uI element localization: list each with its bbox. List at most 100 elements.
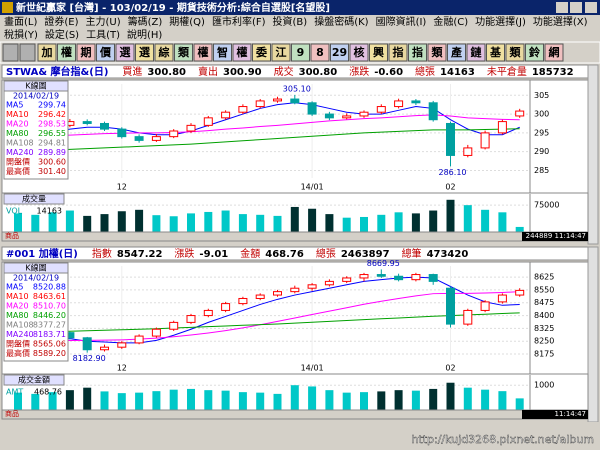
- tool-button[interactable]: [76, 43, 96, 62]
- candle-body: [221, 111, 231, 119]
- menu-item[interactable]: 期權(Q): [169, 15, 205, 28]
- candle-body: [273, 98, 282, 102]
- ma-name: MA5: [6, 101, 23, 110]
- y-tick-label: 300: [534, 110, 549, 119]
- field-label: 未平倉量: [487, 65, 527, 78]
- candle-body: [359, 111, 369, 117]
- tool-button[interactable]: [37, 43, 57, 62]
- volume-bar: [273, 393, 282, 410]
- menu-item[interactable]: 畫面(L): [4, 15, 37, 28]
- y-tick-label: 285: [534, 166, 549, 175]
- ma-name: MA240: [6, 148, 34, 157]
- tool-button[interactable]: [232, 43, 252, 62]
- volume-value: 14163: [37, 207, 62, 216]
- tool-label: 網: [549, 45, 560, 59]
- tool-button[interactable]: [486, 43, 505, 62]
- volume-bar: [100, 391, 109, 410]
- tool-button[interactable]: [291, 43, 310, 62]
- menu-item[interactable]: 匯市利率(F): [212, 15, 266, 28]
- candle-body: [342, 115, 352, 119]
- status-left: 商品: [5, 409, 19, 418]
- volume-bar: [308, 208, 317, 232]
- close-button[interactable]: [585, 2, 597, 13]
- tool-button[interactable]: [271, 43, 291, 62]
- candle-body: [428, 102, 438, 121]
- window-title: 新世紀贏家 [台灣] - 103/02/19 - 期貨技術分析:綜合自選股[名望…: [16, 1, 330, 14]
- minimize-button[interactable]: [556, 2, 568, 13]
- tool-button[interactable]: [135, 43, 154, 62]
- maximize-button[interactable]: [570, 2, 582, 13]
- tool-button[interactable]: [330, 43, 349, 62]
- extra-value: 300.60: [38, 158, 66, 167]
- menu-item[interactable]: 主力(U): [86, 15, 121, 28]
- menu-item[interactable]: 投資(B): [273, 15, 308, 28]
- tool-button[interactable]: [447, 43, 466, 62]
- volume-bar: [429, 210, 438, 232]
- tool-button[interactable]: [213, 43, 232, 62]
- volume-bar: [31, 393, 40, 410]
- scrollbar[interactable]: [587, 246, 599, 423]
- tool-button[interactable]: [427, 43, 447, 62]
- status-right: 244889 11:14:47: [526, 232, 586, 240]
- tool-button[interactable]: [369, 43, 388, 62]
- ma-line: [17, 128, 520, 153]
- candle-body: [463, 309, 473, 325]
- volume-bar: [83, 215, 92, 232]
- candle-body: [100, 346, 109, 351]
- tool-button[interactable]: [115, 43, 135, 62]
- tool-button[interactable]: [349, 43, 369, 62]
- tool-button[interactable]: [2, 43, 19, 62]
- volume-bar: [169, 389, 178, 410]
- volume-bar: [498, 391, 507, 410]
- tool-button[interactable]: [57, 43, 76, 62]
- volume-bar: [187, 388, 195, 410]
- menu-item[interactable]: 功能選擇(J): [475, 15, 526, 28]
- menu-item[interactable]: 功能選擇(X): [533, 15, 588, 28]
- tool-button[interactable]: [388, 43, 408, 62]
- tool-button[interactable]: [505, 43, 525, 62]
- tool-button[interactable]: [544, 43, 564, 62]
- tool-button[interactable]: [96, 43, 115, 62]
- menu-item[interactable]: 說明(H): [127, 28, 162, 41]
- extra-value: 8565.06: [33, 340, 66, 349]
- y-tick-label: 75000: [534, 201, 559, 210]
- tool-label: 鏈: [471, 45, 482, 59]
- scrollbar[interactable]: [587, 64, 599, 245]
- candle-body: [169, 321, 179, 330]
- menu-item[interactable]: 證券(E): [44, 15, 78, 28]
- field-label: 總筆: [402, 247, 422, 260]
- tool-button[interactable]: [19, 43, 36, 62]
- tool-button[interactable]: [466, 43, 486, 62]
- tool-button[interactable]: [252, 43, 271, 62]
- x-tick-label: 14/01: [301, 364, 324, 373]
- menu-item[interactable]: 金融(C): [433, 15, 468, 28]
- toolbar: 加權期價選選綜類權智權委江 9 8 29 核興指指類產鏈基類鈴網: [0, 41, 600, 64]
- menu-item[interactable]: 籌碼(Z): [128, 15, 163, 28]
- field-value: 2463897: [341, 249, 390, 260]
- menu-item[interactable]: 稅損(Y): [4, 28, 38, 41]
- tool-button[interactable]: [408, 43, 427, 62]
- tool-button[interactable]: [154, 43, 174, 62]
- candle-body: [169, 130, 179, 138]
- ma-line: [17, 312, 520, 334]
- tool-button[interactable]: [193, 43, 213, 62]
- ma-name: MA108: [6, 321, 34, 330]
- x-tick-label: 02: [445, 183, 455, 192]
- candle-body: [428, 274, 438, 282]
- menu-item[interactable]: 國際資訊(I): [376, 15, 427, 28]
- volume-bar: [463, 205, 472, 232]
- volume-bar: [481, 389, 490, 410]
- candle-body: [307, 284, 317, 289]
- menu-item[interactable]: 設定(S): [45, 28, 79, 41]
- candle-body: [134, 136, 144, 141]
- x-tick-label: 12: [117, 364, 127, 373]
- tool-button[interactable]: [525, 43, 544, 62]
- tool-button[interactable]: [174, 43, 193, 62]
- tool-button[interactable]: [310, 43, 330, 62]
- menu-item[interactable]: 操盤密碼(K): [314, 15, 368, 28]
- menu-item[interactable]: 工具(T): [86, 29, 120, 41]
- volume-bar: [221, 210, 230, 232]
- candle-body: [273, 291, 282, 296]
- volume-label: VOL: [6, 207, 23, 216]
